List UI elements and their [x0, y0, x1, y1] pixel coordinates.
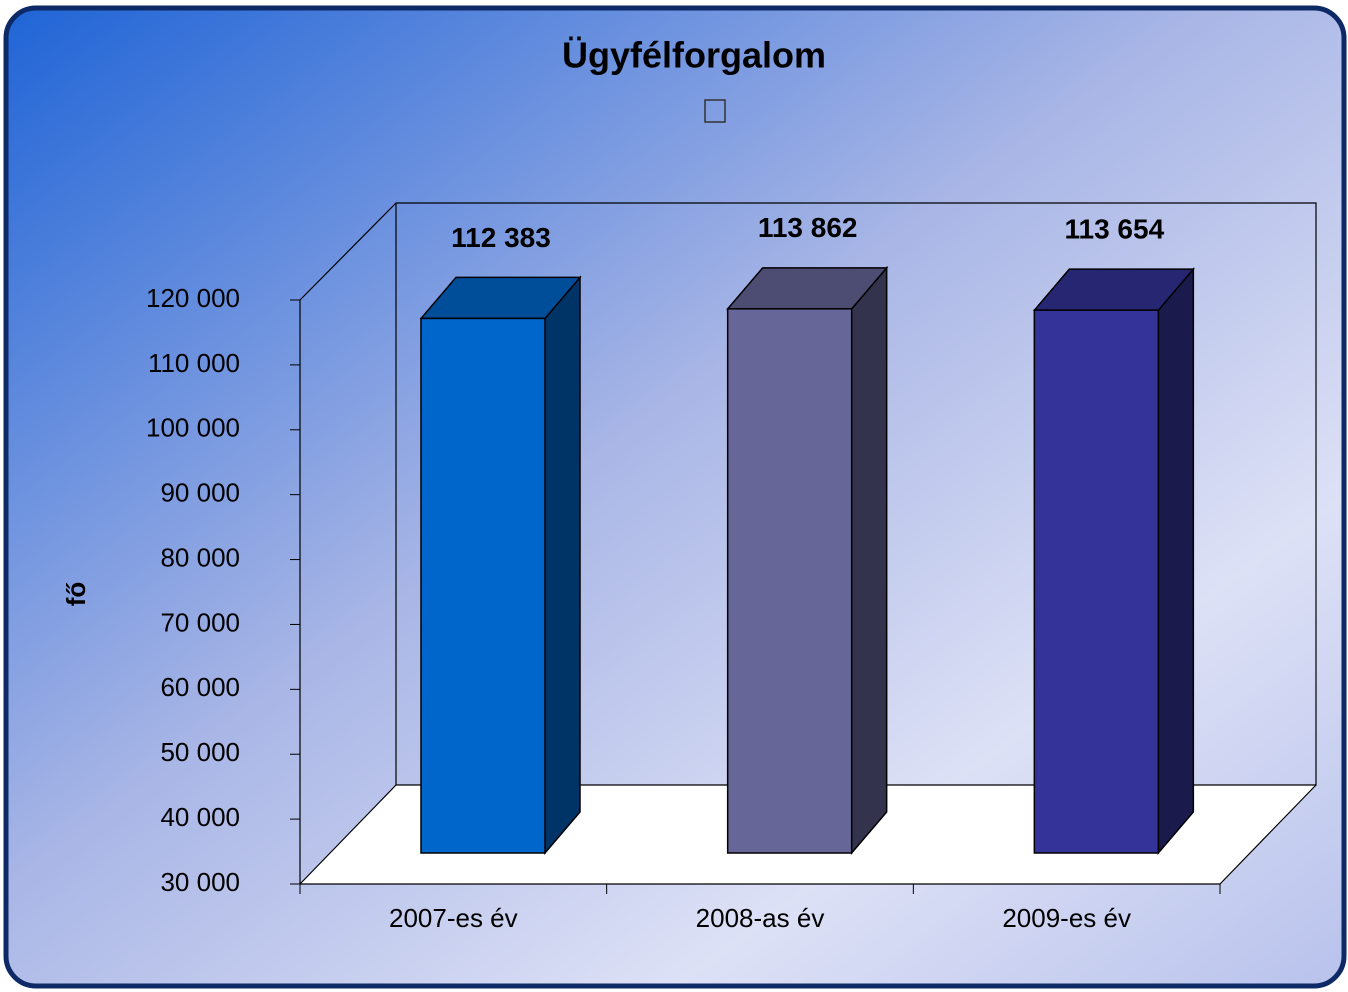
- bar-side: [850, 265, 888, 856]
- x-tick-label: 2007-es év: [389, 903, 518, 933]
- y-tick-label: 110 000: [148, 348, 240, 378]
- y-tick-label: 70 000: [160, 607, 240, 637]
- y-axis-label: fő: [61, 582, 91, 607]
- bar-side: [1157, 267, 1195, 856]
- value-label: 112 383: [451, 222, 551, 253]
- bar: [420, 317, 546, 854]
- chart-title: Ügyfélforgalom: [562, 35, 826, 76]
- y-tick-label: 60 000: [160, 672, 240, 702]
- value-label: 113 862: [758, 212, 858, 243]
- y-tick-label: 100 000: [146, 413, 240, 443]
- y-tick-label: 40 000: [160, 802, 240, 832]
- background: [3, 5, 1347, 989]
- glyph-box: [704, 99, 726, 123]
- y-tick-label: 90 000: [160, 478, 240, 508]
- bar-side: [544, 275, 581, 856]
- y-tick-label: 30 000: [160, 867, 240, 897]
- walls: [299, 202, 1317, 885]
- x-tick-label: 2009-es év: [1002, 903, 1131, 933]
- bar: [1033, 309, 1160, 854]
- x-tick-label: 2008-as év: [696, 903, 825, 933]
- y-tick-label: 80 000: [160, 542, 240, 572]
- y-tick-label: 120 000: [146, 283, 240, 313]
- bar: [726, 308, 853, 854]
- value-label: 113 654: [1064, 214, 1164, 245]
- y-tick-label: 50 000: [160, 737, 240, 767]
